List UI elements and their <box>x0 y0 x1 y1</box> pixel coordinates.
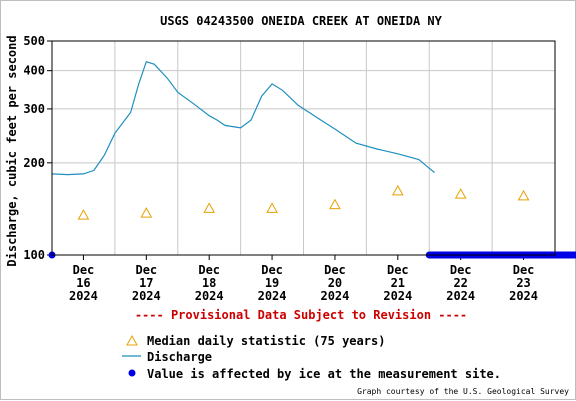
median-marker <box>204 203 214 212</box>
y-tick-label: 100 <box>23 248 45 262</box>
chart-title: USGS 04243500 ONEIDA CREEK AT ONEIDA NY <box>160 14 443 28</box>
x-tick-label: Dec <box>135 263 157 277</box>
x-tick-label: 17 <box>139 276 153 290</box>
x-tick-label: 2024 <box>446 289 475 303</box>
gridlines <box>52 41 555 255</box>
x-tick-label: 2024 <box>69 289 98 303</box>
median-marker <box>141 208 151 217</box>
median-marker <box>330 200 340 209</box>
x-tick-label: 22 <box>453 276 467 290</box>
y-tick-labels: 100 200 300 400 500 <box>23 34 52 262</box>
usgs-credit: Graph courtesy of the U.S. Geological Su… <box>357 387 569 396</box>
median-marker <box>519 191 529 200</box>
legend-ice-dot-icon <box>129 370 136 377</box>
legend-ice-label: Value is affected by ice at the measurem… <box>147 367 501 381</box>
x-tick-label: 20 <box>328 276 342 290</box>
y-axis-label: Discharge, cubic feet per second <box>5 35 19 266</box>
x-tick-label: 2024 <box>195 289 224 303</box>
x-tick-label: 21 <box>391 276 405 290</box>
x-tick-label: 19 <box>265 276 279 290</box>
x-tick-label: 16 <box>76 276 90 290</box>
median-marker <box>267 203 277 212</box>
legend-discharge-label: Discharge <box>147 350 212 364</box>
x-tick-label: Dec <box>324 263 346 277</box>
x-tick-label: 2024 <box>320 289 349 303</box>
x-tick-label: 23 <box>516 276 530 290</box>
x-tick-labels: Dec162024Dec172024Dec182024Dec192024Dec2… <box>69 255 538 303</box>
y-tick-label: 300 <box>23 102 45 116</box>
discharge-series <box>52 62 435 175</box>
y-tick-label: 500 <box>23 34 45 48</box>
provisional-note: ---- Provisional Data Subject to Revisio… <box>135 308 467 322</box>
x-tick-label: Dec <box>387 263 409 277</box>
median-marker <box>456 189 466 198</box>
median-marker <box>393 186 403 195</box>
y-tick-label: 400 <box>23 64 45 78</box>
x-tick-label: Dec <box>261 263 283 277</box>
x-tick-label: 2024 <box>509 289 538 303</box>
x-tick-label: Dec <box>73 263 95 277</box>
x-tick-label: 2024 <box>258 289 287 303</box>
median-marker <box>78 210 88 219</box>
y-tick-label: 200 <box>23 156 45 170</box>
legend-median-label: Median daily statistic (75 years) <box>147 334 385 348</box>
x-tick-label: 2024 <box>132 289 161 303</box>
x-tick-label: Dec <box>513 263 535 277</box>
x-tick-label: 18 <box>202 276 216 290</box>
legend: Median daily statistic (75 years) Discha… <box>122 334 501 381</box>
x-tick-label: 2024 <box>383 289 412 303</box>
legend-triangle-icon <box>127 336 137 345</box>
x-tick-label: Dec <box>450 263 472 277</box>
x-tick-label: Dec <box>198 263 220 277</box>
discharge-line <box>52 62 435 175</box>
